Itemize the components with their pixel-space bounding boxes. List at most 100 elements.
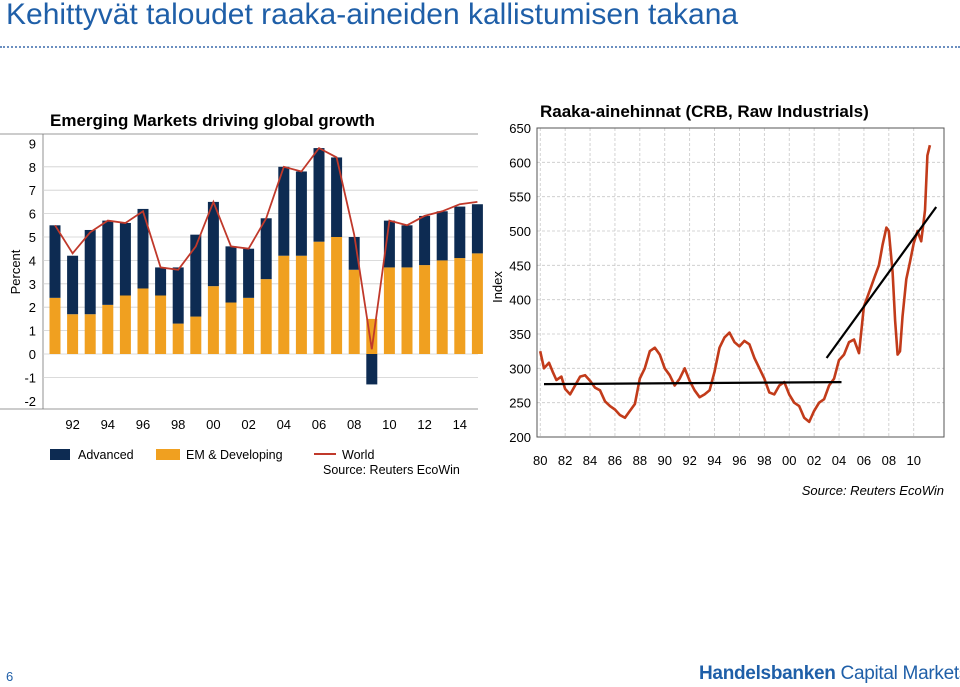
bar-em-developing (260, 279, 272, 354)
left-chart-y-tick-label: 3 (29, 277, 36, 292)
right-chart-x-tick-label: 02 (807, 453, 821, 468)
right-chart-x-tick-label: 98 (757, 453, 771, 468)
right-chart-x-tick-label: 82 (558, 453, 572, 468)
bar-em-developing (49, 297, 61, 354)
bar-advanced (190, 234, 202, 317)
bar-advanced (172, 267, 184, 324)
bar-em-developing (67, 314, 79, 354)
right-chart-x-ticks: 80 82 84 86 88 90 92 94 96 98 00 02 04 06 08 10 (533, 453, 921, 468)
right-chart-plot-frame (536, 127, 945, 438)
bar-em-developing (436, 260, 448, 354)
bar-advanced (331, 157, 343, 237)
left-chart-x-tick-label: 10 (382, 417, 396, 432)
right-chart-series (538, 144, 938, 424)
left-chart-y-tick-label: 0 (29, 347, 36, 362)
right-chart-y-tick-label: 650 (509, 121, 531, 136)
trend-line (543, 381, 842, 386)
left-chart-y-tick-label: -2 (24, 394, 36, 409)
left-chart-y-tick-label: -1 (24, 370, 36, 385)
right-chart-x-tick-label: 10 (907, 453, 921, 468)
bar-em-developing (331, 237, 343, 354)
right-chart-y-tick-label: 350 (509, 327, 531, 342)
right-chart-x-tick-label: 86 (608, 453, 622, 468)
left-chart-x-tick-label: 92 (65, 417, 79, 432)
right-chart-y-tick-label: 600 (509, 155, 531, 170)
bar-em-developing (295, 255, 307, 354)
bar-em-developing (401, 267, 413, 354)
bar-advanced (67, 255, 79, 315)
right-chart-y-tick-label: 250 (509, 396, 531, 411)
bar-em-developing (155, 295, 167, 354)
left-chart-x-tick-label: 94 (101, 417, 115, 432)
left-chart-y-tick-label: 8 (29, 160, 36, 175)
right-chart-x-tick-label: 04 (832, 453, 846, 468)
left-chart-y-label: Percent (8, 249, 23, 294)
bar-em-developing (190, 316, 202, 354)
left-chart-x-tick-label: 04 (277, 417, 291, 432)
trend-line (825, 206, 938, 359)
logo-bold-text: Handelsbanken (699, 663, 836, 684)
world-series-line (54, 146, 478, 350)
legend-label-em-developing: EM & Developing (186, 448, 283, 462)
bar-em-developing (454, 258, 466, 354)
right-chart-x-tick-label: 92 (682, 453, 696, 468)
right-chart-x-tick-label: 06 (857, 453, 871, 468)
bar-advanced (207, 201, 219, 287)
bar-advanced (102, 220, 114, 305)
left-chart-x-ticks: 92 94 96 98 00 02 04 06 08 10 12 14 (65, 417, 467, 432)
bar-advanced (49, 225, 61, 298)
bar-em-developing (278, 255, 290, 354)
bar-advanced (137, 208, 149, 289)
right-chart-x-tick-label: 94 (707, 453, 721, 468)
left-chart-y-tick-label: 1 (29, 324, 36, 339)
left-chart-x-tick-label: 00 (206, 417, 220, 432)
right-chart-source: Source: Reuters EcoWin (802, 483, 944, 498)
slide-title: Kehittyvät taloudet raaka-aineiden kalli… (6, 0, 739, 31)
bar-em-developing (84, 314, 96, 354)
bar-em-developing (419, 265, 431, 354)
right-chart: Raaka-ainehinnat (CRB, Raw Industrials) … (490, 102, 945, 498)
left-chart-y-tick-label: 4 (29, 253, 36, 268)
right-chart-y-label: Index (490, 271, 505, 303)
left-chart-source: Source: Reuters EcoWin (323, 463, 460, 477)
bar-advanced (155, 267, 167, 296)
right-chart-x-tick-label: 88 (633, 453, 647, 468)
handelsbanken-logo: Handelsbanken Capital Markets (699, 663, 960, 685)
right-chart-x-tick-label: 00 (782, 453, 796, 468)
bar-advanced (348, 237, 360, 270)
bar-em-developing (471, 253, 483, 354)
bar-advanced (243, 248, 255, 298)
page-number: 6 (6, 669, 14, 684)
bar-em-developing (225, 302, 237, 354)
right-chart-x-tick-label: 96 (732, 453, 746, 468)
right-chart-y-tick-label: 300 (509, 361, 531, 376)
bar-advanced (295, 171, 307, 256)
right-chart-y-tick-label: 500 (509, 224, 531, 239)
bar-advanced (313, 148, 325, 242)
bar-advanced (260, 218, 272, 280)
left-chart-x-tick-label: 98 (171, 417, 185, 432)
left-chart-y-tick-label: 9 (29, 136, 36, 151)
bar-advanced (366, 354, 378, 385)
left-chart-x-tick-label: 14 (453, 417, 467, 432)
bar-advanced (84, 229, 96, 315)
left-chart-y-tick-label: 7 (29, 183, 36, 198)
bar-em-developing (348, 269, 360, 354)
right-chart-y-tick-label: 550 (509, 190, 531, 205)
right-chart-y-ticks: 650 600 550 500 450 400 350 300 250 200 (509, 121, 531, 445)
crb-index-line (538, 144, 932, 424)
bar-em-developing (102, 304, 114, 354)
bar-em-developing (207, 286, 219, 354)
right-chart-x-tick-label: 90 (658, 453, 672, 468)
left-chart-y-tick-label: 2 (29, 300, 36, 315)
bar-em-developing (383, 267, 395, 354)
left-chart-x-tick-label: 96 (136, 417, 150, 432)
left-chart-x-tick-label: 02 (241, 417, 255, 432)
bar-advanced (419, 215, 431, 266)
left-chart-x-tick-label: 06 (312, 417, 326, 432)
right-chart-title: Raaka-ainehinnat (CRB, Raw Industrials) (540, 102, 869, 121)
legend-label-advanced: Advanced (78, 448, 134, 462)
bar-em-developing (366, 318, 378, 354)
bar-advanced (278, 166, 290, 256)
